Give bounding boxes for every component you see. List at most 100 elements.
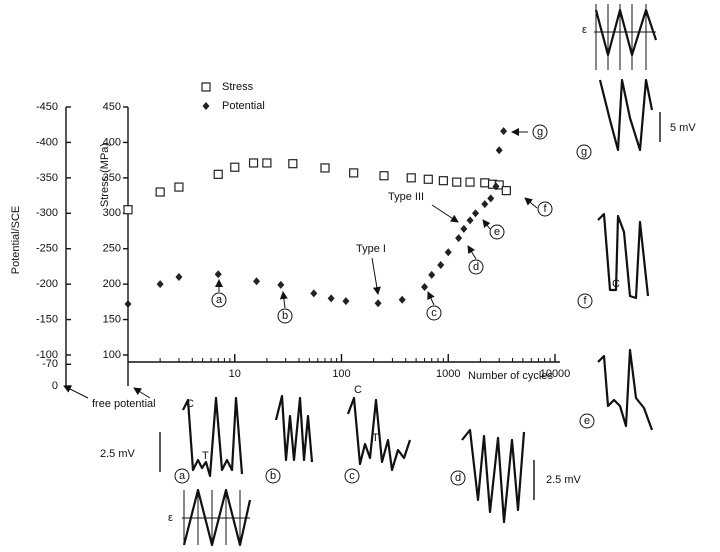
y2-tick-label: -350 — [36, 172, 58, 184]
y-tick-label: 100 — [103, 349, 121, 361]
arrow — [431, 204, 459, 223]
panel-letter: a — [179, 470, 186, 482]
y-tick-label: 150 — [103, 313, 121, 325]
data-point — [466, 216, 474, 225]
y-tick-label: 400 — [103, 136, 121, 148]
y2-tick-label: -450 — [36, 101, 58, 113]
letter-circle — [577, 293, 593, 309]
data-point — [398, 295, 406, 304]
waveform-label: C — [612, 278, 620, 290]
data-point — [310, 289, 318, 298]
panel-letter: e — [494, 226, 500, 238]
data-point — [288, 159, 298, 169]
data-point — [455, 234, 463, 243]
waveform-label: T — [372, 432, 379, 444]
panel-letter: b — [282, 310, 288, 322]
legend-label: Stress — [222, 81, 254, 93]
panel-letter: d — [455, 472, 461, 484]
data-point — [406, 173, 416, 183]
data-point — [342, 297, 350, 306]
arrow — [279, 291, 288, 309]
annotation: Type I — [356, 243, 386, 255]
y2-tick-label: -150 — [36, 313, 58, 325]
y2-tick-label: -200 — [36, 278, 58, 290]
data-point — [465, 177, 475, 187]
x-tick-label: 1000 — [436, 368, 460, 380]
arrow — [524, 197, 538, 209]
data-point — [438, 176, 448, 186]
panel-letter: f — [583, 295, 587, 307]
y2-tick-label: -100 — [36, 349, 58, 361]
legend-marker — [201, 82, 211, 92]
y-tick-label: 450 — [103, 101, 121, 113]
data-point — [472, 209, 480, 218]
data-point — [487, 194, 495, 203]
x-tick-label: 10000 — [540, 368, 571, 380]
data-point — [421, 282, 429, 291]
data-point — [262, 158, 272, 168]
y2-tick-label: -70 — [42, 358, 58, 370]
y-tick-label: 350 — [103, 172, 121, 184]
arrow — [427, 291, 435, 306]
panel-letter: d — [473, 261, 479, 273]
arrow — [482, 219, 491, 230]
data-point — [379, 171, 389, 181]
scale-label: 2.5 mV — [546, 474, 582, 486]
panel-letter: g — [581, 146, 587, 158]
data-point — [123, 205, 133, 215]
y2-tick-label: -250 — [36, 243, 58, 255]
waveform-label: C — [354, 384, 362, 396]
panel-letter: f — [543, 203, 547, 215]
data-point — [444, 248, 452, 257]
legend-marker — [202, 102, 210, 110]
panel-letter: g — [537, 126, 543, 138]
waveform-label: C — [186, 398, 194, 410]
data-point — [460, 224, 468, 233]
data-point — [277, 280, 285, 289]
letter-circle — [532, 124, 548, 140]
x-tick-label: 100 — [332, 368, 350, 380]
data-point — [481, 200, 489, 209]
x-axis-title: Number of cycles — [468, 370, 553, 382]
data-point — [349, 168, 359, 178]
y-tick-label: 300 — [103, 207, 121, 219]
data-point — [374, 299, 382, 308]
letter-circle — [450, 470, 466, 486]
waveform-inset: C T ε C T ε C 2.5 mV 2.5 mV 5 mV — [100, 4, 696, 547]
strain-label: ε — [168, 512, 173, 524]
data-point — [175, 273, 183, 282]
letter-circle — [211, 292, 227, 308]
data-point — [320, 163, 330, 173]
data-point — [327, 294, 335, 303]
y2-tick-label: -400 — [36, 136, 58, 148]
arrow — [133, 387, 151, 399]
data-point — [230, 162, 240, 172]
data-point — [492, 182, 500, 191]
letter-circle — [344, 468, 360, 484]
strain-label: ε — [582, 24, 587, 36]
data-point — [155, 187, 165, 197]
scale-label: 2.5 mV — [100, 448, 136, 460]
x-tick-label: 10 — [229, 368, 241, 380]
data-point — [437, 261, 445, 270]
arrow — [63, 385, 89, 399]
letter-circle — [277, 308, 293, 324]
scale-label: 5 mV — [670, 122, 696, 134]
panel-letter: a — [216, 294, 223, 306]
letter-circle — [579, 413, 595, 429]
data-point — [248, 158, 259, 168]
data-point — [174, 182, 184, 192]
letter-circle — [265, 468, 281, 484]
data-point — [423, 174, 433, 184]
data-point — [500, 127, 508, 136]
data-point — [428, 270, 436, 279]
y2-axis-title: Potential/SCE — [10, 206, 22, 274]
y-axis-title: Stress (MPa) — [99, 143, 111, 207]
data-point — [213, 169, 223, 179]
panel-letter: e — [584, 415, 590, 427]
legend-label: Potential — [222, 100, 265, 112]
data-point — [495, 146, 503, 155]
panel-letter: c — [431, 307, 437, 319]
waveform-label: T — [202, 450, 209, 462]
